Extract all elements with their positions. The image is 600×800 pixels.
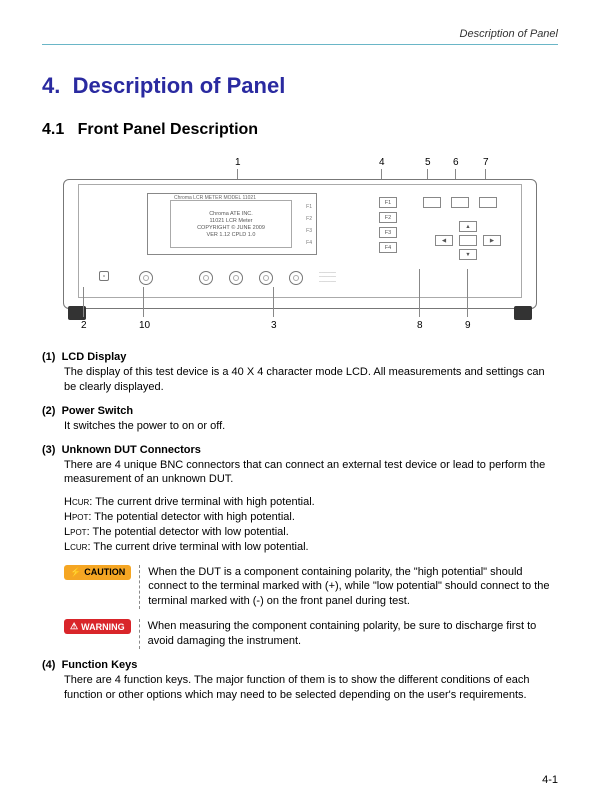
bnc-connector [199, 271, 213, 285]
power-switch-icon [99, 271, 109, 281]
front-panel-figure: 1 4 5 6 7 Chroma LCR METER MODEL 11021 C… [55, 157, 545, 325]
item-body: There are 4 unique BNC connectors that c… [42, 458, 558, 488]
panel-small-text: ────────────────── [319, 271, 336, 284]
term-key: Hpot [64, 511, 88, 523]
term-val: : The potential detector with high poten… [88, 511, 295, 523]
header-rule [42, 44, 558, 45]
item-number: (2) [42, 405, 55, 417]
bnc-connector [259, 271, 273, 285]
callout-4: 4 [379, 157, 385, 168]
lcd-line: Chroma ATE INC. [171, 211, 291, 217]
panel-button [479, 197, 497, 208]
item-title: Power Switch [62, 405, 134, 417]
item-1: (1) LCD Display The display of this test… [42, 351, 558, 395]
callout-1: 1 [235, 157, 241, 168]
bnc-connector [229, 271, 243, 285]
lcd-fn-label: F3 [306, 228, 312, 234]
lcd-line: VER 1.12 CPLD 1.0 [171, 232, 291, 238]
warning-text: When measuring the component containing … [148, 619, 558, 649]
page-number: 4-1 [542, 774, 558, 786]
warning-notice: WARNING When measuring the component con… [64, 619, 558, 649]
callout-9: 9 [465, 320, 471, 331]
caution-notice: CAUTION When the DUT is a component cont… [64, 565, 558, 610]
lcd-display: Chroma LCR METER MODEL 11021 Chroma ATE … [147, 193, 317, 255]
callout-3: 3 [271, 320, 277, 331]
item-2: (2) Power Switch It switches the power t… [42, 405, 558, 434]
lcd-fn-label: F2 [306, 216, 312, 222]
bnc-connector [289, 271, 303, 285]
chapter-title: Description of Panel [73, 73, 286, 98]
callout-2: 2 [81, 320, 87, 331]
panel-button [423, 197, 441, 208]
item-number: (4) [42, 659, 55, 671]
callout-8: 8 [417, 320, 423, 331]
item-list: (1) LCD Display The display of this test… [42, 351, 558, 703]
f4-button: F4 [379, 242, 397, 253]
section-number: 4.1 [42, 121, 64, 138]
panel-foot [514, 306, 532, 320]
down-button: ▼ [459, 249, 477, 260]
lcd-fn-label: F1 [306, 204, 312, 210]
f1-button: F1 [379, 197, 397, 208]
callout-7: 7 [483, 157, 489, 168]
lcd-line: COPYRIGHT © JUNE 2009 [171, 225, 291, 231]
term-val: : The current drive terminal with high p… [89, 496, 314, 508]
left-button: ◀ [435, 235, 453, 246]
ground-terminal [139, 271, 153, 285]
up-button: ▲ [459, 221, 477, 232]
chapter-heading: 4. Description of Panel [42, 73, 558, 99]
instrument-panel: Chroma LCR METER MODEL 11021 Chroma ATE … [63, 179, 537, 309]
item-body: There are 4 function keys. The major fun… [42, 673, 558, 703]
caution-text: When the DUT is a component containing p… [148, 565, 558, 610]
enter-button [459, 235, 477, 246]
callout-10: 10 [139, 320, 150, 331]
section-title: Front Panel Description [78, 121, 258, 138]
term-key: Lpot [64, 526, 87, 538]
item-body: The display of this test device is a 40 … [42, 365, 558, 395]
running-header: Description of Panel [42, 28, 558, 40]
caution-badge: CAUTION [64, 565, 131, 580]
item-title: LCD Display [62, 351, 127, 363]
section-heading: 4.1 Front Panel Description [42, 121, 558, 139]
f2-button: F2 [379, 212, 397, 223]
term-val: : The current drive terminal with low po… [87, 541, 308, 553]
f3-button: F3 [379, 227, 397, 238]
panel-button [451, 197, 469, 208]
callout-6: 6 [453, 157, 459, 168]
lcd-fn-label: F4 [306, 240, 312, 246]
warning-badge: WARNING [64, 619, 131, 634]
item-4: (4) Function Keys There are 4 function k… [42, 659, 558, 703]
term-key: Hcur [64, 496, 89, 508]
lcd-line: 11021 LCR Meter [171, 218, 291, 224]
item-body: It switches the power to on or off. [42, 419, 558, 434]
right-button: ▶ [483, 235, 501, 246]
item-number: (3) [42, 444, 55, 456]
item-title: Unknown DUT Connectors [62, 444, 201, 456]
item-3: (3) Unknown DUT Connectors There are 4 u… [42, 444, 558, 555]
item-number: (1) [42, 351, 55, 363]
term-val: : The potential detector with low potent… [87, 526, 289, 538]
terminal-definitions: Hcur: The current drive terminal with hi… [42, 495, 558, 554]
chapter-number: 4. [42, 73, 60, 98]
item-title: Function Keys [62, 659, 138, 671]
callout-5: 5 [425, 157, 431, 168]
term-key: Lcur [64, 541, 87, 553]
